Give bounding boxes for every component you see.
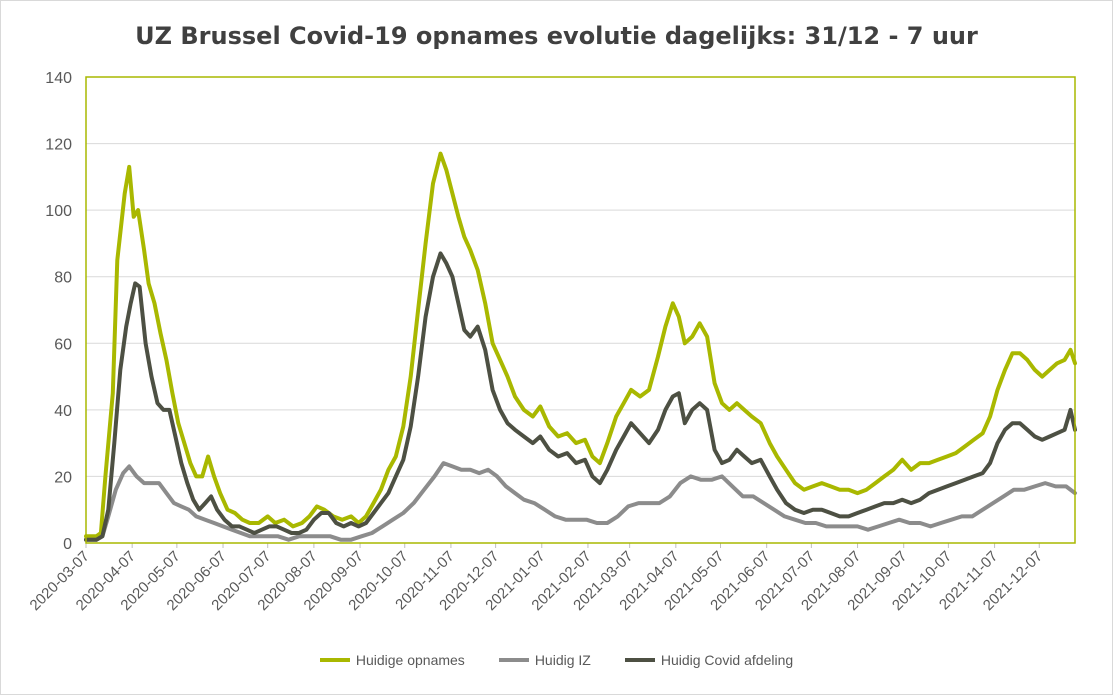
y-tick-label: 120 bbox=[45, 137, 72, 154]
legend-label: Huidig Covid afdeling bbox=[660, 652, 794, 668]
series-line-huidig-covid-afdeling bbox=[84, 251, 1077, 542]
chart-title: UZ Brussel Covid-19 opnames evolutie dag… bbox=[135, 22, 978, 50]
series-line-huidige-opnames bbox=[84, 151, 1077, 539]
legend-item-huidige-opnames: Huidige opnames bbox=[319, 652, 465, 668]
legend-label: Huidig IZ bbox=[534, 652, 591, 668]
y-tick-label: 140 bbox=[45, 70, 72, 87]
legend-swatch bbox=[498, 658, 529, 662]
legend-swatch bbox=[319, 658, 350, 662]
series-line-huidig-iz bbox=[84, 461, 1077, 542]
y-tick-label: 0 bbox=[63, 536, 72, 553]
legend-item-huidig-iz: Huidig IZ bbox=[498, 652, 591, 668]
series-lines bbox=[84, 151, 1077, 542]
y-tick-label: 60 bbox=[54, 336, 72, 353]
legend: Huidige opnames Huidig IZ Huidig Covid a… bbox=[0, 652, 1113, 668]
y-tick-label: 100 bbox=[45, 203, 72, 220]
gridlines bbox=[86, 76, 1075, 544]
x-axis: 2020-03-072020-04-072020-05-072020-06-07… bbox=[27, 542, 1075, 614]
y-tick-label: 40 bbox=[54, 403, 72, 420]
plot-border bbox=[85, 76, 1076, 544]
y-axis: 0 20 40 60 80 100 120 140 bbox=[45, 70, 72, 553]
legend-swatch bbox=[624, 658, 655, 662]
legend-label: Huidige opnames bbox=[355, 652, 465, 668]
y-tick-label: 80 bbox=[54, 270, 72, 287]
legend-item-huidig-covid-afdeling: Huidig Covid afdeling bbox=[624, 652, 794, 668]
y-tick-label: 20 bbox=[54, 469, 72, 486]
